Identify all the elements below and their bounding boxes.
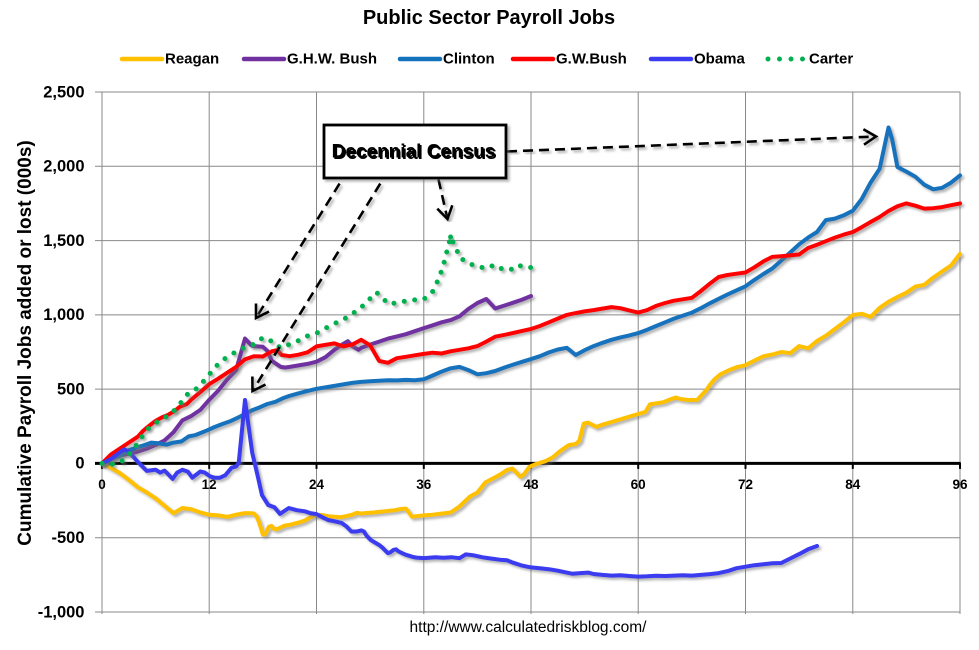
svg-text:500: 500 [57,380,85,398]
svg-text:2,500: 2,500 [43,83,84,101]
svg-text:Carter: Carter [809,51,853,68]
svg-text:0: 0 [98,477,106,492]
svg-text:1,000: 1,000 [43,306,84,324]
svg-text:72: 72 [738,477,753,492]
svg-text:Clinton: Clinton [443,51,495,68]
svg-text:Decennial Census: Decennial Census [333,143,497,164]
svg-text:Reagan: Reagan [165,51,219,68]
svg-text:-500: -500 [51,529,84,547]
svg-text:2,000: 2,000 [43,158,84,176]
svg-text:G.H.W. Bush: G.H.W. Bush [287,51,377,68]
svg-text:Obama: Obama [694,51,746,68]
svg-text:24: 24 [309,477,325,492]
svg-text:48: 48 [523,477,539,492]
svg-text:36: 36 [416,477,432,492]
svg-text:60: 60 [631,477,646,492]
svg-text:0: 0 [75,455,84,473]
svg-text:12: 12 [202,477,217,492]
svg-text:http://www.calculatedriskblog.: http://www.calculatedriskblog.com/ [410,619,648,636]
svg-text:96: 96 [952,477,968,492]
svg-text:84: 84 [845,477,861,492]
svg-text:1,500: 1,500 [43,232,84,250]
svg-text:G.W.Bush: G.W.Bush [556,51,627,68]
svg-text:-1,000: -1,000 [38,603,85,621]
svg-text:Public Sector Payroll Jobs: Public Sector Payroll Jobs [363,7,615,29]
svg-text:Decennial Census: Decennial Census [332,142,496,163]
svg-text:Cumulative Payroll Jobs added: Cumulative Payroll Jobs added or lost (0… [15,140,36,545]
